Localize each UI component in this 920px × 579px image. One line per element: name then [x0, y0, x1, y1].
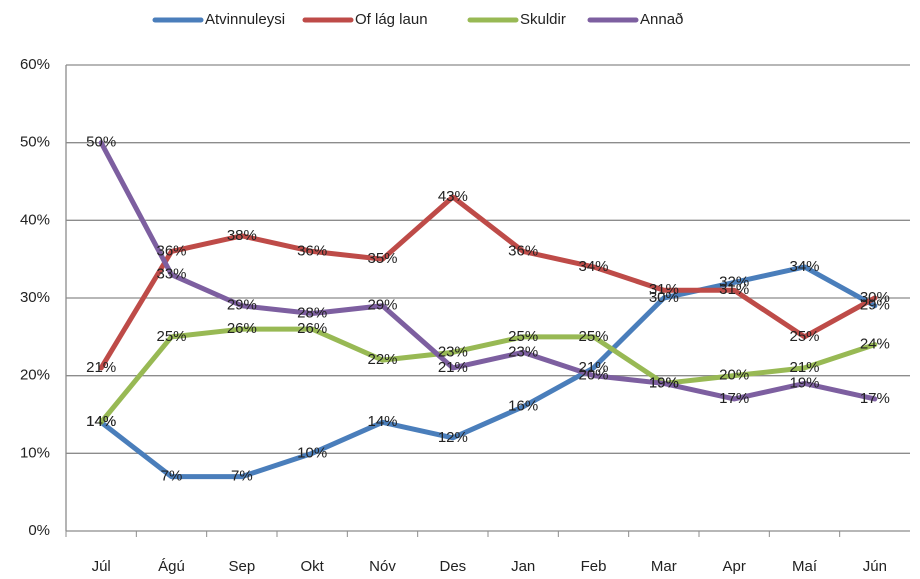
data-label: 7% — [231, 468, 253, 485]
x-tick-label: Apr — [722, 558, 745, 575]
data-label: 21% — [578, 359, 608, 376]
data-label: 36% — [508, 242, 538, 259]
y-tick-label: 30% — [20, 289, 50, 306]
data-label: 21% — [789, 359, 819, 376]
data-label: 22% — [367, 351, 397, 368]
data-label: 20% — [719, 367, 749, 384]
data-label: 7% — [161, 468, 183, 485]
data-label: 24% — [860, 336, 890, 353]
data-label: 32% — [719, 273, 749, 290]
series-line — [98, 194, 878, 371]
data-label: 28% — [297, 305, 327, 322]
y-tick-label: 40% — [20, 211, 50, 228]
data-label: 14% — [367, 413, 397, 430]
data-label: 31% — [719, 281, 749, 298]
x-tick-label: Sep — [228, 558, 255, 575]
x-tick-label: Jan — [511, 558, 535, 575]
data-label: 12% — [438, 429, 468, 446]
x-tick-label: Jún — [863, 558, 887, 575]
x-tick-label: Des — [439, 558, 466, 575]
legend-label: Skuldir — [520, 11, 566, 28]
data-label: 14% — [86, 413, 116, 430]
data-label: 19% — [649, 374, 679, 391]
data-label: 19% — [649, 374, 679, 391]
x-tick-label: Nóv — [369, 558, 396, 575]
data-label: 35% — [367, 250, 397, 267]
data-label: 21% — [86, 359, 116, 376]
data-label: 17% — [719, 390, 749, 407]
data-label: 33% — [156, 266, 186, 283]
x-tick-label: Maí — [792, 558, 818, 575]
data-label: 31% — [649, 281, 679, 298]
data-label: 34% — [578, 258, 608, 275]
data-label: 14% — [86, 413, 116, 430]
y-tick-label: 60% — [20, 56, 50, 73]
legend-label: Annað — [640, 11, 683, 28]
data-label: 26% — [227, 320, 257, 337]
data-label: 29% — [860, 297, 890, 314]
x-tick-label: Júl — [92, 558, 111, 575]
data-label: 23% — [438, 343, 468, 360]
data-label: 21% — [438, 359, 468, 376]
x-tick-label: Feb — [581, 558, 607, 575]
x-tick-label: Mar — [651, 558, 677, 575]
data-label: 23% — [508, 343, 538, 360]
data-label: 36% — [156, 242, 186, 259]
data-label: 38% — [227, 227, 257, 244]
data-label: 25% — [789, 328, 819, 345]
data-label: 26% — [297, 320, 327, 337]
y-tick-label: 50% — [20, 134, 50, 151]
y-tick-label: 0% — [28, 522, 50, 539]
data-label: 43% — [438, 188, 468, 205]
data-label: 29% — [367, 297, 397, 314]
data-label: 16% — [508, 398, 538, 415]
data-label: 30% — [860, 289, 890, 306]
legend-label: Of lág laun — [355, 11, 428, 28]
data-label: 10% — [297, 444, 327, 461]
data-label: 25% — [156, 328, 186, 345]
data-label: 19% — [789, 374, 819, 391]
y-tick-label: 20% — [20, 367, 50, 384]
data-label: 34% — [789, 258, 819, 275]
data-label: 20% — [578, 367, 608, 384]
data-label: 25% — [508, 328, 538, 345]
series-line — [98, 264, 878, 480]
data-label: 29% — [227, 297, 257, 314]
data-label: 25% — [578, 328, 608, 345]
series-line — [98, 326, 878, 425]
legend-label: Atvinnuleysi — [205, 11, 285, 28]
data-label: 30% — [649, 289, 679, 306]
y-tick-label: 10% — [20, 444, 50, 461]
x-tick-label: Ágú — [158, 558, 185, 575]
data-label: 36% — [297, 242, 327, 259]
data-label: 50% — [86, 134, 116, 151]
series-line — [98, 140, 878, 402]
data-label: 17% — [860, 390, 890, 407]
x-tick-label: Okt — [300, 558, 324, 575]
